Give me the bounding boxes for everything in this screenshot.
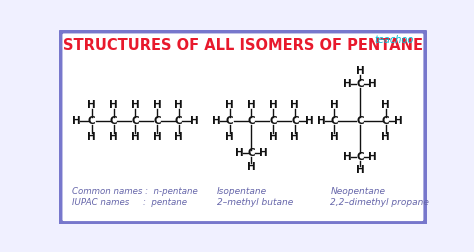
Text: H: H: [87, 132, 96, 142]
Text: H: H: [305, 116, 314, 126]
Text: H: H: [153, 100, 161, 110]
Text: C: C: [88, 116, 96, 126]
Text: C: C: [109, 116, 117, 126]
Text: H: H: [247, 162, 256, 172]
Text: H: H: [109, 132, 118, 142]
Text: C: C: [356, 79, 364, 89]
Text: H: H: [174, 100, 183, 110]
Text: C: C: [356, 116, 364, 126]
Text: C: C: [153, 116, 161, 126]
Text: H: H: [153, 132, 161, 142]
Text: H: H: [291, 100, 299, 110]
Text: H: H: [225, 100, 234, 110]
Text: H: H: [343, 79, 352, 89]
Text: H: H: [356, 66, 365, 76]
Text: H: H: [174, 132, 183, 142]
Text: H: H: [317, 116, 326, 126]
Text: H: H: [235, 148, 244, 159]
Text: C: C: [269, 116, 277, 126]
Text: 2–methyl butane: 2–methyl butane: [217, 198, 293, 207]
Text: H: H: [381, 132, 390, 142]
Text: C: C: [382, 116, 389, 126]
Text: H: H: [212, 116, 221, 126]
Text: H: H: [269, 132, 277, 142]
FancyBboxPatch shape: [60, 31, 426, 224]
Text: Neopentane: Neopentane: [330, 187, 385, 197]
Text: H: H: [131, 132, 139, 142]
Text: C: C: [175, 116, 182, 126]
Text: H: H: [330, 132, 339, 142]
Text: H: H: [291, 132, 299, 142]
Text: IUPAC names     :  pentane: IUPAC names : pentane: [72, 198, 187, 207]
Text: H: H: [381, 100, 390, 110]
Text: H: H: [109, 100, 118, 110]
Text: C: C: [330, 116, 338, 126]
Text: teachoo: teachoo: [375, 35, 414, 45]
Text: H: H: [269, 100, 277, 110]
Text: 2,2–dimethyl propane: 2,2–dimethyl propane: [330, 198, 429, 207]
Text: H: H: [87, 100, 96, 110]
Text: H: H: [225, 132, 234, 142]
Text: H: H: [190, 116, 199, 126]
Text: H: H: [356, 165, 365, 175]
Text: H: H: [330, 100, 339, 110]
Text: H: H: [394, 116, 403, 126]
Text: H: H: [72, 116, 81, 126]
Text: H: H: [343, 152, 352, 162]
Text: H: H: [259, 148, 268, 159]
Text: H: H: [131, 100, 139, 110]
Text: H: H: [368, 79, 377, 89]
Text: Isopentane: Isopentane: [217, 187, 267, 197]
Text: C: C: [131, 116, 139, 126]
Text: C: C: [226, 116, 234, 126]
Text: STRUCTURES OF ALL ISOMERS OF PENTANE: STRUCTURES OF ALL ISOMERS OF PENTANE: [63, 38, 423, 53]
Text: C: C: [356, 152, 364, 162]
Text: Common names :  n-pentane: Common names : n-pentane: [72, 187, 197, 197]
Text: C: C: [247, 148, 255, 159]
Text: C: C: [247, 116, 255, 126]
Text: C: C: [291, 116, 299, 126]
Text: H: H: [368, 152, 377, 162]
Text: H: H: [247, 100, 256, 110]
